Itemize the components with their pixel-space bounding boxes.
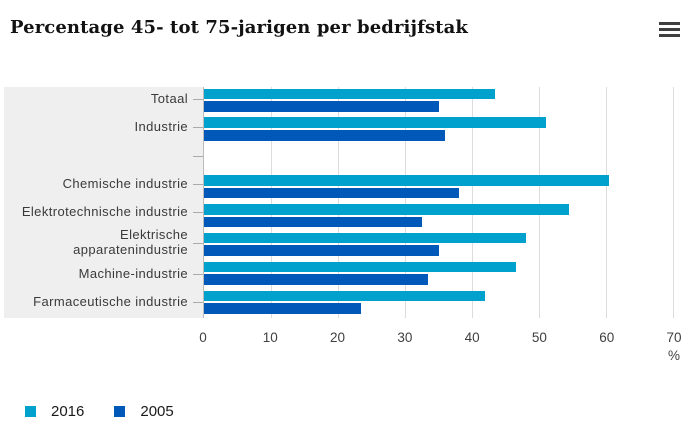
category-label-farmaceutische-industrie: Farmaceutische industrie [4, 290, 203, 318]
gridline-60 [606, 87, 607, 318]
x-tick-label-10: 10 [262, 330, 278, 345]
x-tick-label-50: 50 [531, 330, 547, 345]
axis-tick [193, 212, 203, 214]
x-tick-label-20: 20 [330, 330, 346, 345]
gridline-70 [673, 87, 674, 318]
category-label-text: Totaal [150, 91, 188, 107]
x-tick-label-60: 60 [599, 330, 615, 345]
axis-tick [193, 155, 203, 157]
legend-label: 2016 [51, 403, 85, 420]
gridline-20 [338, 87, 339, 318]
gridline-10 [271, 87, 272, 318]
category-label-elektrotechnische-industrie: Elektrotechnische industrie [4, 200, 203, 228]
x-axis: 0 10 20 30 40 50 60 70 [199, 330, 681, 346]
axis-tick [193, 99, 203, 101]
category-label-text: Chemische industrie [62, 176, 188, 192]
bar-2005-totaal[interactable] [204, 101, 439, 112]
x-tick-label-0: 0 [199, 330, 207, 345]
axis-tick [193, 242, 203, 244]
gridline-40 [472, 87, 473, 318]
bar-group-industrie [204, 116, 673, 145]
axis-tick [193, 127, 203, 129]
chart-title: Percentage 45- tot 75-jarigen per bedrij… [10, 17, 468, 38]
bar-2005-elektrische-apparatenindustrie[interactable] [204, 245, 439, 257]
bar-2016-elektrotechnische-industrie[interactable] [204, 204, 570, 215]
category-label-text: Machine-industrie [78, 265, 188, 281]
hamburger-bar [659, 33, 680, 37]
hamburger-bar [659, 22, 680, 26]
bar-2016-totaal[interactable] [204, 88, 496, 100]
bar-2016-chemische-industrie[interactable] [204, 175, 610, 186]
axis-tick [193, 184, 203, 186]
x-axis-unit: % [667, 348, 680, 363]
legend-swatch-2016 [25, 406, 36, 417]
bar-group-farmaceutische-industrie [204, 289, 673, 318]
hamburger-bar [659, 27, 680, 32]
bar-group-elektrische-apparatenindustrie [204, 231, 673, 260]
category-label-spacer [4, 144, 203, 172]
legend-item-2005[interactable]: 2005 [114, 403, 174, 420]
category-label-text: Elektrotechnische industrie [21, 204, 188, 220]
category-label-totaal: Totaal [4, 87, 203, 115]
bar-group-totaal [204, 87, 673, 116]
bar-2005-elektrotechnische-industrie[interactable] [204, 216, 422, 228]
bar-2016-machine-industrie[interactable] [204, 261, 516, 273]
legend-swatch-2005 [114, 406, 126, 417]
category-label-panel: Totaal Industrie Chemische industrie Elektr… [4, 87, 203, 318]
axis-tick [193, 273, 203, 275]
axis-tick [193, 301, 203, 303]
bar-rows [204, 87, 673, 318]
legend: 2016 2005 [25, 403, 174, 420]
hamburger-menu-icon[interactable] [659, 22, 680, 37]
bar-group-elektrotechnische-industrie [204, 203, 673, 232]
category-label-elektrische-apparatenindustrie: Elektrische apparatenindustrie [4, 228, 203, 261]
category-label-chemische-industrie: Chemische industrie [4, 172, 203, 200]
bar-2005-machine-industrie[interactable] [204, 274, 429, 285]
bar-2005-farmaceutische-industrie[interactable] [204, 303, 362, 314]
bar-group-chemische-industrie [204, 174, 673, 203]
legend-label: 2005 [140, 403, 174, 420]
bar-2016-industrie[interactable] [204, 117, 546, 128]
category-label-text: Elektrische apparatenindustrie [73, 227, 188, 258]
x-tick-label-30: 30 [397, 330, 413, 345]
bar-2016-farmaceutische-industrie[interactable] [204, 290, 486, 302]
bar-2005-chemische-industrie[interactable] [204, 187, 459, 199]
category-label-machine-industrie: Machine-industrie [4, 261, 203, 289]
category-label-text: Farmaceutische industrie [33, 293, 188, 309]
x-tick-label-40: 40 [464, 330, 480, 345]
category-label-text: Industrie [134, 119, 188, 135]
bar-group-spacer [204, 145, 673, 174]
bar-2005-industrie[interactable] [204, 129, 446, 141]
gridline-50 [539, 87, 540, 318]
plot-area [203, 87, 674, 318]
x-tick-label-70: 70 [666, 330, 682, 345]
gridline-30 [405, 87, 406, 318]
bar-2016-elektrische-apparatenindustrie[interactable] [204, 232, 526, 244]
category-label-industrie: Industrie [4, 115, 203, 143]
legend-item-2016[interactable]: 2016 [25, 403, 84, 420]
bar-group-machine-industrie [204, 260, 673, 289]
